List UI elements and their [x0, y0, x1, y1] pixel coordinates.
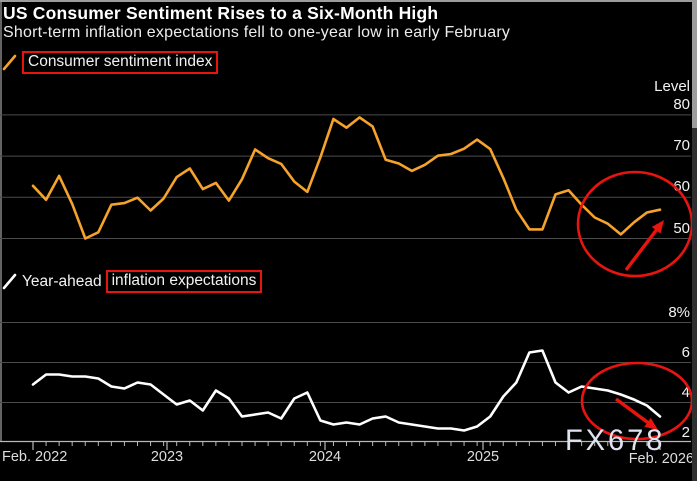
page-subtitle: Short-term inflation expectations fell t…: [3, 24, 511, 41]
x-axis-label: Feb. 2022: [2, 449, 68, 465]
y-axis-label: 2: [681, 423, 690, 441]
sentiment-line-series: [31, 116, 662, 240]
x-axis-ticks: [32, 442, 661, 450]
x-axis-label: Feb. 2026: [628, 451, 694, 467]
scrollbar-track[interactable]: [692, 2, 697, 481]
y-axis-label: 4: [681, 383, 690, 401]
legend-inflation: Year-ahead inflation expectations: [2, 270, 263, 293]
left-border: [0, 2, 2, 441]
x-axis-label: 2025: [466, 449, 500, 465]
x-axis-label: 2023: [150, 449, 184, 465]
scrollbar-thumb[interactable]: [692, 2, 697, 128]
y-axis-label: 70: [673, 137, 690, 155]
y-axis-label: 80: [673, 95, 690, 113]
page-title: US Consumer Sentiment Rises to a Six-Mon…: [3, 3, 439, 23]
watermark: FX678: [565, 424, 666, 457]
legend-inflation-boxed-label: inflation expectations: [105, 270, 263, 293]
y-axis-unit-label: Level: [654, 78, 690, 95]
y-axis-label: 6: [681, 343, 690, 361]
top-border: [0, 0, 697, 2]
x-axis-label: 2024: [308, 449, 342, 465]
y-axis-label: 50: [673, 219, 690, 237]
y-axis-label: 8%: [668, 303, 690, 321]
legend-inflation-prefix: Year-ahead: [22, 272, 102, 290]
legend-sentiment-label: Consumer sentiment index: [22, 51, 219, 74]
sentiment-series-swatch-icon: [2, 54, 17, 71]
legend-sentiment: Consumer sentiment index: [2, 51, 219, 74]
inflation-line-series: [31, 349, 662, 432]
inflation-series-swatch-icon: [2, 273, 17, 290]
gridlines: [0, 114, 691, 403]
